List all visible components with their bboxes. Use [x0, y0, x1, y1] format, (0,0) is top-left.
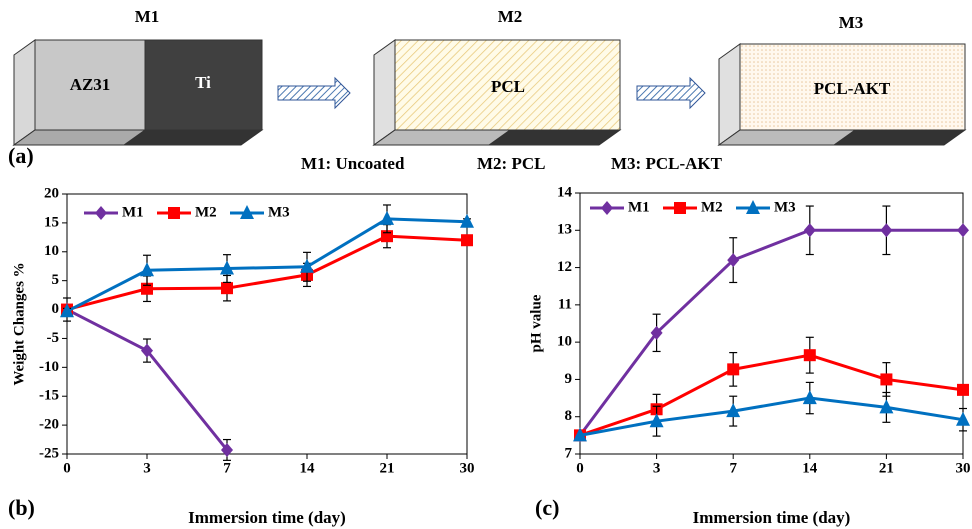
marker [957, 384, 969, 396]
x-axis-label: Immersion time (day) [188, 508, 346, 527]
box-title: M3 [839, 13, 864, 32]
panel-label: (c) [535, 495, 559, 520]
marker [461, 234, 473, 246]
y-tick-label: 7 [565, 445, 573, 461]
panel-label: (a) [8, 143, 34, 168]
x-tick-label: 30 [956, 460, 971, 476]
legend-label: M1 [122, 204, 144, 220]
y-axis-label: pH value [528, 294, 544, 352]
x-tick-label: 30 [460, 460, 475, 476]
y-tick-label: 14 [557, 184, 573, 200]
series-line [67, 236, 467, 309]
marker [880, 223, 892, 237]
x-tick-label: 21 [879, 460, 894, 476]
box-label: Ti [195, 73, 211, 92]
box-bottom [374, 130, 510, 145]
box-label: PCL-AKT [814, 79, 891, 98]
y-tick-label: 15 [44, 214, 59, 230]
x-tick-label: 3 [143, 460, 151, 476]
legend-label: M3 [268, 204, 290, 220]
box-title: M2 [498, 7, 523, 26]
series-line [67, 219, 467, 311]
x-tick-label: 7 [729, 460, 737, 476]
marker [221, 282, 233, 294]
x-tick-label: 3 [653, 460, 661, 476]
legend-label: M2 [195, 204, 217, 220]
y-tick-label: -15 [39, 388, 59, 404]
y-tick-label: -20 [39, 417, 59, 433]
legend-text: M1: Uncoated [301, 154, 405, 173]
marker [803, 390, 817, 404]
y-tick-label: 0 [52, 301, 60, 317]
box-side [14, 40, 35, 145]
y-tick-label: 8 [565, 408, 573, 424]
x-tick-label: 14 [802, 460, 818, 476]
y-tick-label: 13 [557, 222, 572, 238]
y-tick-label: 10 [557, 334, 572, 350]
y-tick-label: 11 [558, 296, 572, 312]
legend-text: M3: PCL-AKT [611, 154, 723, 173]
y-tick-label: 20 [44, 185, 59, 201]
y-tick-label: -10 [39, 359, 59, 375]
marker [727, 363, 739, 375]
y-tick-label: -5 [47, 330, 60, 346]
box-bottom [719, 130, 855, 145]
plot-frame [67, 194, 467, 454]
box-title: M1 [135, 7, 160, 26]
y-tick-label: -25 [39, 445, 59, 461]
legend-text: M2: PCL [477, 154, 545, 173]
box-label: PCL [491, 77, 525, 96]
legend-label: M3 [774, 199, 796, 215]
legend-marker [601, 201, 613, 215]
y-tick-label: 9 [565, 371, 573, 387]
y-tick-label: 5 [52, 272, 60, 288]
series-line [67, 310, 227, 450]
box-side [374, 40, 395, 145]
panel-label: (b) [8, 495, 35, 520]
marker [957, 223, 969, 237]
arrow [278, 78, 350, 108]
arrow [637, 78, 705, 108]
y-tick-label: 10 [44, 243, 59, 259]
x-tick-label: 7 [223, 460, 231, 476]
legend-label: M2 [701, 199, 723, 215]
x-tick-label: 0 [63, 460, 71, 476]
box-label: AZ31 [70, 75, 111, 94]
legend-marker [95, 206, 107, 220]
x-tick-label: 14 [300, 460, 316, 476]
y-axis-label: Weight Changes % [11, 262, 27, 385]
y-tick-label: 12 [557, 259, 572, 275]
marker [880, 373, 892, 385]
marker [804, 223, 816, 237]
diagram: M1 AZ31 Ti M2 PCL M3 PCL-AKT (a) M1: Unc… [8, 7, 965, 173]
legend-marker [674, 202, 686, 214]
figure: M1 AZ31 Ti M2 PCL M3 PCL-AKT (a) M1: Unc… [0, 0, 972, 529]
box-side [719, 44, 740, 145]
legend-marker [168, 207, 180, 219]
x-tick-label: 0 [576, 460, 584, 476]
x-axis-label: Immersion time (day) [693, 508, 851, 527]
legend-label: M1 [628, 199, 650, 215]
marker [804, 349, 816, 361]
x-tick-label: 21 [380, 460, 395, 476]
